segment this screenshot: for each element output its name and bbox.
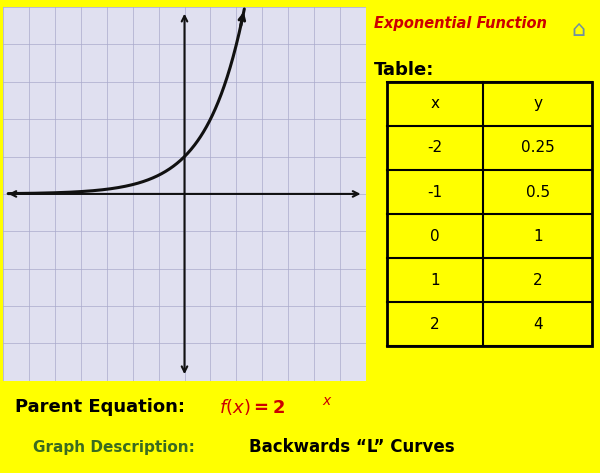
Text: 1: 1 [430, 273, 440, 288]
Text: 2: 2 [430, 317, 440, 332]
Bar [387, 82, 592, 346]
Text: 0: 0 [430, 228, 440, 244]
Text: Backwards “L” Curves: Backwards “L” Curves [249, 438, 455, 456]
Text: y: y [533, 96, 542, 111]
Text: -2: -2 [428, 140, 443, 156]
Text: 0.25: 0.25 [521, 140, 554, 156]
Text: x: x [431, 96, 440, 111]
Text: ⌂: ⌂ [572, 20, 586, 40]
Text: 2: 2 [533, 273, 542, 288]
Text: Graph Description:: Graph Description: [33, 440, 195, 455]
Text: -1: -1 [428, 184, 443, 200]
Text: Table:: Table: [374, 61, 434, 79]
Text: $x$: $x$ [322, 394, 333, 408]
Text: Parent Equation:: Parent Equation: [15, 398, 185, 416]
Text: 1: 1 [533, 228, 542, 244]
Text: 0.5: 0.5 [526, 184, 550, 200]
Text: 4: 4 [533, 317, 542, 332]
Text: Exponential Function: Exponential Function [374, 17, 547, 31]
Text: $\it{f(x)}$$\bf{ = 2}$: $\it{f(x)}$$\bf{ = 2}$ [219, 396, 285, 417]
